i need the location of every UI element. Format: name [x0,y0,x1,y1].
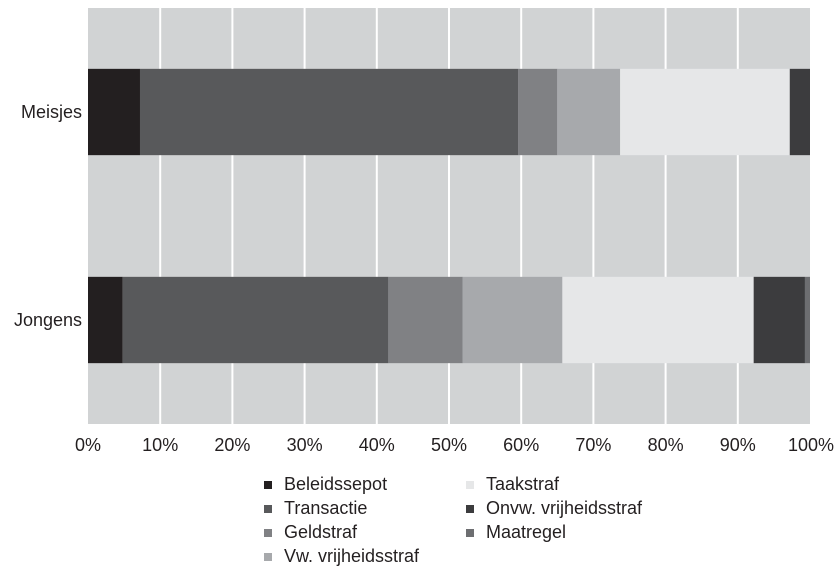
bar-segment-meisjes-transactie [139,68,519,156]
bar-segment-jongens-maatregel [804,276,810,364]
legend-label-taakstraf: Taakstraf [486,474,560,494]
x-tick-label: 20% [214,435,250,455]
legend-swatch-geldstraf [264,529,272,537]
x-tick-label: 0% [75,435,101,455]
category-label-meisjes: Meisjes [21,102,82,122]
y-axis-categories: Meisjes Jongens [14,102,82,330]
bar-segment-jongens-transactie [122,276,389,364]
legend-swatch-beleidssepot [264,481,272,489]
x-tick-label: 100% [788,435,834,455]
x-tick-label: 40% [359,435,395,455]
x-tick-label: 60% [503,435,539,455]
x-tick-label: 10% [142,435,178,455]
x-tick-label: 70% [575,435,611,455]
bar-segment-meisjes-onvw-vrijheidsstraf [789,68,810,156]
bar-segment-jongens-beleidssepot [88,276,123,364]
category-label-jongens: Jongens [14,310,82,330]
legend-swatch-maatregel [466,529,474,537]
bar-segment-meisjes-vw-vrijheidsstraf [557,68,621,156]
bar-segment-jongens-geldstraf [388,276,463,364]
bars-group [88,68,810,364]
bar-segment-jongens-onvw-vrijheidsstraf [753,276,805,364]
bar-segment-meisjes-beleidssepot [88,68,140,156]
legend-label-onvw-vrijheidsstraf: Onvw. vrijheidsstraf [486,498,643,518]
legend-swatch-taakstraf [466,481,474,489]
legend-swatch-transactie [264,505,272,513]
legend-label-geldstraf: Geldstraf [284,522,358,542]
legend-swatch-vw-vrijheidsstraf [264,553,272,561]
x-tick-label: 50% [431,435,467,455]
x-tick-label: 90% [720,435,756,455]
bar-segment-meisjes-geldstraf [518,68,558,156]
legend-label-transactie: Transactie [284,498,368,518]
x-axis-ticks: 0% 10% 20% 30% 40% 50% 60% 70% 80% 90% 100% [75,435,834,455]
legend-swatch-onvw-vrijheidsstraf [466,505,474,513]
bar-segment-meisjes-taakstraf [620,68,790,156]
legend-label-vw-vrijheidsstraf: Vw. vrijheidsstraf [284,546,420,566]
bar-segment-jongens-vw-vrijheidsstraf [462,276,563,364]
legend-label-beleidssepot: Beleidssepot [284,474,388,494]
x-tick-label: 80% [648,435,684,455]
bar-segment-jongens-taakstraf [562,276,754,364]
x-tick-label: 30% [287,435,323,455]
legend-label-maatregel: Maatregel [486,522,567,542]
